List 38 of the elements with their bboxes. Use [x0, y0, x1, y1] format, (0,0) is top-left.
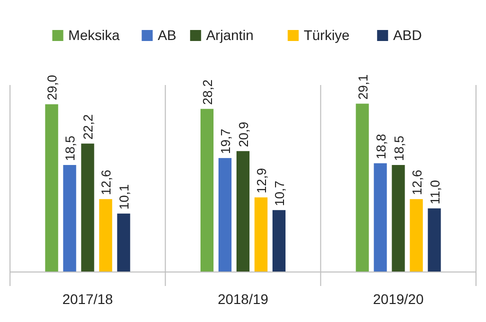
data-label: 29,1: [355, 74, 370, 100]
data-label: 19,7: [218, 128, 233, 154]
bar: [236, 151, 250, 272]
bar: [272, 210, 286, 272]
bar: [254, 197, 268, 272]
bar: [356, 104, 369, 272]
legend-label: Türkiye: [304, 27, 350, 43]
data-label: 29,0: [44, 74, 60, 100]
bar: [117, 214, 130, 272]
x-tick-label: 2019/20: [373, 291, 424, 307]
x-tick-label: 2017/18: [62, 291, 114, 307]
bar: [63, 164, 76, 272]
x-tick-label: 2018/19: [218, 291, 269, 307]
bar: [410, 199, 423, 272]
data-label: 10,7: [272, 180, 287, 206]
data-label: 10,1: [116, 184, 132, 210]
bar: [81, 144, 94, 272]
bar: [218, 158, 232, 272]
bar: [99, 199, 112, 272]
legend-label: ABD: [393, 27, 422, 43]
data-label: 22,2: [80, 114, 96, 140]
bar: [392, 164, 405, 272]
legend-label: AB: [158, 27, 176, 43]
legend-label: Meksika: [68, 27, 120, 43]
bar: [200, 108, 214, 272]
bar: [45, 104, 58, 272]
data-label: 11,0: [427, 180, 442, 204]
bar: [428, 208, 441, 272]
data-label: 18,8: [373, 134, 388, 160]
data-label: 12,6: [98, 170, 114, 196]
data-label: 18,5: [391, 136, 406, 161]
data-label: 28,2: [200, 80, 215, 105]
data-label: 12,9: [254, 168, 269, 194]
data-label: 20,9: [236, 122, 251, 148]
legend-label: Arjantin: [206, 27, 254, 43]
data-label: 18,5: [62, 136, 78, 161]
bar: [374, 163, 387, 272]
data-label: 12,6: [409, 170, 424, 196]
